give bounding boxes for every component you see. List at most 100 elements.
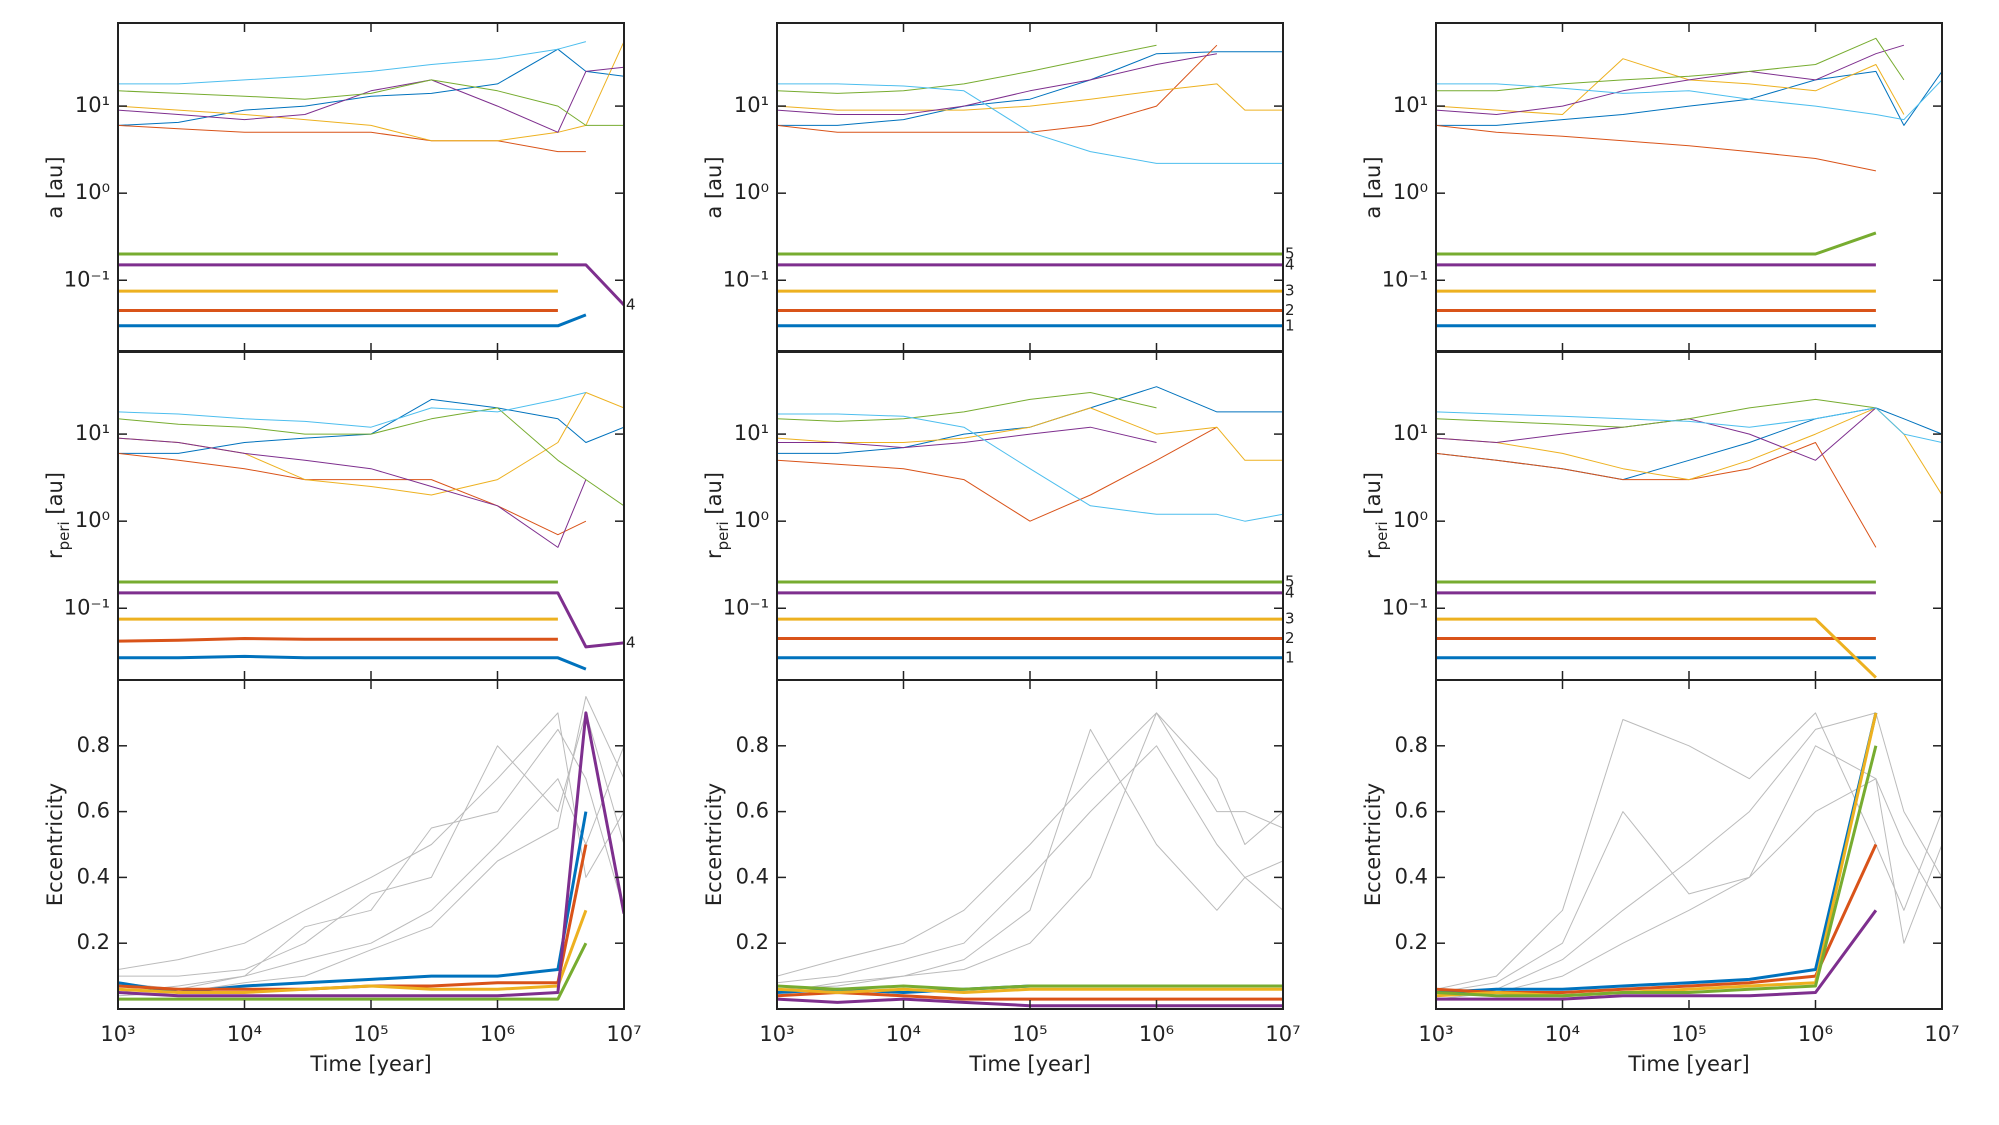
series-line [118, 712, 624, 970]
y-tick-label: 10⁻¹ [723, 595, 769, 619]
series-line [118, 263, 624, 307]
y-tick-label: 10⁻¹ [1382, 595, 1428, 619]
y-tick-label: 0.4 [736, 864, 769, 888]
axes-frame [1435, 350, 1943, 681]
y-tick-label: 0.8 [1395, 733, 1428, 757]
y-axis-label-part: peri [1373, 521, 1391, 550]
series-line [1436, 712, 1878, 998]
series-line [1436, 778, 1942, 1000]
series-line [777, 413, 1283, 522]
series-line [777, 51, 1283, 126]
series-line [777, 987, 1283, 994]
x-axis-label: Time [year] [309, 1052, 431, 1076]
series-line [1436, 617, 1877, 679]
series-line [118, 591, 624, 649]
series-line [777, 984, 1283, 991]
series-label: 4 [1285, 255, 1295, 273]
plot-area [1436, 712, 1942, 1001]
y-axis-label: rperi [au] [43, 472, 73, 559]
series-line [777, 426, 1218, 522]
y-tick-label: 10⁰ [75, 180, 110, 204]
series-line [1436, 231, 1877, 256]
series-line [777, 712, 1283, 977]
x-tick-label: 10⁴ [886, 1022, 921, 1046]
series-line [118, 452, 587, 536]
plot-area [118, 392, 624, 671]
series-line [777, 44, 1157, 94]
x-tick-label: 10⁶ [480, 1022, 515, 1046]
y-tick-label: 0.4 [1395, 864, 1428, 888]
series-line [1436, 712, 1942, 990]
series-line [1436, 58, 1905, 115]
plot-area [118, 41, 624, 328]
x-tick-label: 10⁴ [1545, 1022, 1580, 1046]
y-tick-label: 10¹ [1393, 93, 1428, 117]
x-tick-label: 10³ [100, 1022, 135, 1046]
series-label: 3 [1285, 282, 1295, 300]
axes-frame [1435, 679, 1943, 1010]
y-tick-label: 10⁰ [1393, 508, 1428, 532]
series-line [777, 728, 1283, 993]
y-axis-label-part: [au] [1361, 472, 1385, 521]
series-line [777, 83, 1283, 164]
y-tick-label: 0.8 [736, 733, 769, 757]
x-tick-label: 10³ [759, 1022, 794, 1046]
series-label: 4 [626, 295, 636, 313]
series-label: 4 [626, 633, 636, 651]
y-tick-label: 10¹ [734, 93, 769, 117]
axes-frame [776, 350, 1284, 681]
y-tick-label: 10⁻¹ [64, 267, 110, 291]
axes-frame [117, 22, 625, 353]
series-line [118, 313, 587, 328]
y-axis-label-part: r [702, 550, 726, 559]
series-line [118, 712, 624, 977]
y-tick-label: 10¹ [1393, 421, 1428, 445]
x-tick-label: 10⁷ [1924, 1022, 1959, 1046]
series-line [777, 991, 1283, 1001]
series-line [777, 44, 1218, 133]
series-line [118, 407, 624, 507]
y-axis-label: a [au] [43, 156, 67, 218]
x-tick-label: 10⁷ [1265, 1022, 1300, 1046]
x-tick-label: 10⁷ [606, 1022, 641, 1046]
series-line [777, 83, 1283, 111]
series-line [118, 79, 624, 126]
x-tick-label: 10⁴ [227, 1022, 262, 1046]
series-line [118, 41, 624, 142]
y-axis-label: rperi [au] [1361, 472, 1391, 559]
y-axis-label: Eccentricity [43, 783, 67, 906]
series-line [118, 696, 624, 997]
plot-area [777, 386, 1283, 660]
y-tick-label: 0.2 [1395, 930, 1428, 954]
x-tick-label: 10³ [1418, 1022, 1453, 1046]
series-line [1436, 124, 1877, 172]
y-tick-label: 10⁰ [75, 508, 110, 532]
series-line [118, 728, 624, 993]
series-line [1436, 712, 1878, 994]
series-label: 3 [1285, 610, 1295, 628]
series-line [777, 426, 1157, 449]
y-tick-label: 10⁰ [734, 180, 769, 204]
y-axis-label-part: a [au] [702, 156, 726, 218]
axes-frame [776, 22, 1284, 353]
series-line [1436, 407, 1942, 443]
series-line [118, 811, 588, 994]
y-tick-label: 10⁻¹ [64, 595, 110, 619]
y-tick-label: 0.6 [736, 799, 769, 823]
series-label: 4 [1285, 583, 1295, 601]
series-line [777, 997, 1283, 1008]
series-line [118, 392, 587, 428]
series-label: 5 [1285, 245, 1295, 263]
y-tick-label: 10⁰ [734, 508, 769, 532]
y-axis-label-part: r [43, 550, 67, 559]
series-line [118, 41, 587, 85]
y-axis-label: Eccentricity [702, 783, 726, 906]
y-tick-label: 10¹ [75, 421, 110, 445]
y-axis-label: Eccentricity [1361, 783, 1385, 906]
y-axis-label-part: a [au] [43, 156, 67, 218]
series-line [777, 392, 1157, 422]
y-axis-label-part: peri [714, 521, 732, 550]
series-line [118, 909, 588, 994]
